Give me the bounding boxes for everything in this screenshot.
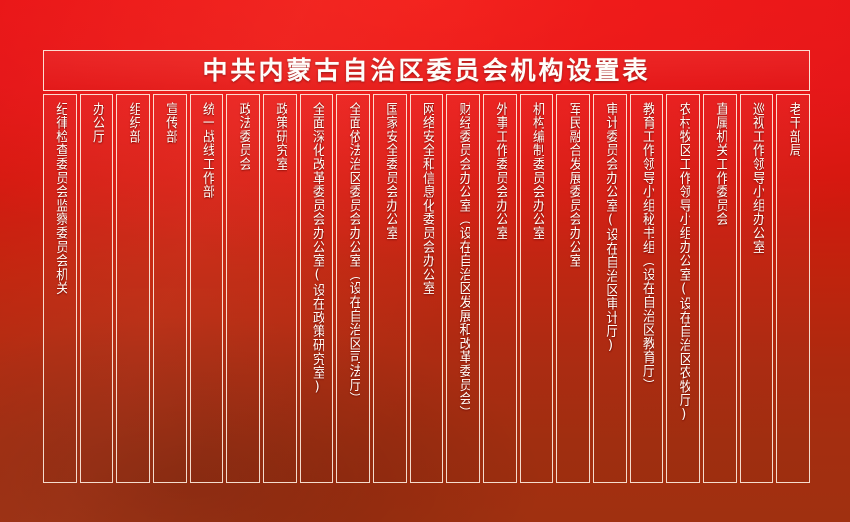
- table-column: 网络安全和信息化委员会办公室: [409, 94, 444, 483]
- table-column: 统一战线工作部: [189, 94, 224, 483]
- column-label: 财经委员会办公室（设在自治区发展和改革委员会）: [456, 102, 471, 420]
- table-column: 政法委员会: [226, 94, 261, 483]
- column-label: 办公厅: [89, 102, 104, 144]
- column-label: 军民融合发展委员会办公室: [566, 102, 581, 268]
- table-column: 巡视工作领导小组办公室: [739, 94, 774, 483]
- column-label: 农村牧区工作领导小组办公室(设在自治区农牧厅): [676, 102, 691, 423]
- table-column: 军民融合发展委员会办公室: [556, 94, 591, 483]
- table-column: 机构编制委员会办公室: [519, 94, 554, 483]
- table-column: 全面依法治区委员会办公室（设在自治区司法厅）: [336, 94, 371, 483]
- table-column: 国家安全委员会办公室: [373, 94, 407, 483]
- table-column: 宣传部: [153, 94, 187, 483]
- table-column: 组织部: [116, 94, 151, 483]
- table-column: 财经委员会办公室（设在自治区发展和改革委员会）: [446, 94, 481, 483]
- table-column: 纪律检查委员会监察委员会机关: [43, 94, 77, 483]
- column-label: 教育工作领导小组秘书组（设在自治区教育厅）: [639, 102, 654, 392]
- column-label: 审计委员会办公室(设在自治区审计厅): [602, 102, 617, 354]
- org-structure-table: 中共内蒙古自治区委员会机构设置表 纪律检查委员会监察委员会机关 办公厅 组织部 …: [43, 50, 811, 483]
- column-label: 机构编制委员会办公室: [529, 102, 544, 240]
- table-column: 政策研究室: [263, 94, 297, 483]
- table-column: 全面深化改革委员会办公室(设在政策研究室): [299, 94, 334, 483]
- table-column: 外事工作委员会办公室: [483, 94, 517, 483]
- column-label: 全面依法治区委员会办公室（设在自治区司法厅）: [346, 102, 361, 406]
- table-column: 审计委员会办公室(设在自治区审计厅): [593, 94, 627, 483]
- column-label: 国家安全委员会办公室: [382, 102, 397, 240]
- column-label: 全面深化改革委员会办公室(设在政策研究室): [309, 102, 324, 395]
- column-label: 统一战线工作部: [199, 102, 214, 199]
- column-label: 直属机关工作委员会: [712, 102, 727, 227]
- column-label: 纪律检查委员会监察委员会机关: [52, 102, 67, 296]
- column-label: 老干部局: [786, 102, 801, 158]
- table-column: 老干部局: [776, 94, 811, 483]
- column-label: 政法委员会: [236, 102, 251, 171]
- column-label: 巡视工作领导小组办公室: [749, 102, 764, 254]
- column-label: 宣传部: [162, 102, 177, 144]
- table-columns-row: 纪律检查委员会监察委员会机关 办公厅 组织部 宣传部 统一战线工作部 政法委员会…: [43, 94, 811, 483]
- column-label: 外事工作委员会办公室: [492, 102, 507, 240]
- table-column: 教育工作领导小组秘书组（设在自治区教育厅）: [629, 94, 664, 483]
- column-label: 组织部: [126, 102, 141, 144]
- table-column: 农村牧区工作领导小组办公室(设在自治区农牧厅): [666, 94, 701, 483]
- table-column: 直属机关工作委员会: [703, 94, 737, 483]
- table-title-cell: 中共内蒙古自治区委员会机构设置表: [43, 50, 810, 91]
- table-column: 办公厅: [79, 94, 114, 483]
- column-label: 政策研究室: [272, 102, 287, 171]
- page-title: 中共内蒙古自治区委员会机构设置表: [202, 56, 651, 85]
- column-label: 网络安全和信息化委员会办公室: [419, 102, 434, 296]
